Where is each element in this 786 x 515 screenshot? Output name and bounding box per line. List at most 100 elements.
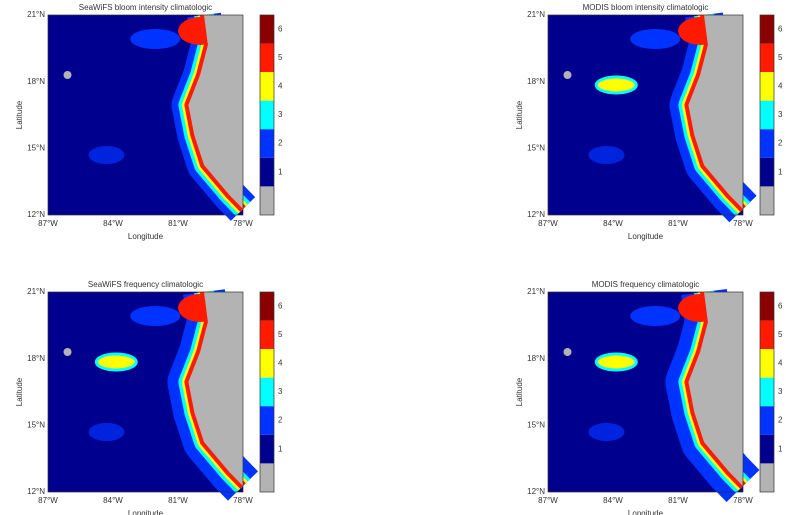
x-tick-label: 81°W [168,219,188,228]
land [688,292,743,492]
y-tick-label: 18°N [527,354,545,363]
colorbar-segment [260,463,274,492]
map-panel: MODIS bloom intensity climatologic Longit… [515,3,783,241]
colorbar-label: 5 [278,330,283,339]
colorbar-segment [260,320,274,350]
colorbar-segment [260,43,274,73]
y-tick-label: 18°N [27,77,45,86]
y-tick-label: 21°N [27,287,45,296]
colorbar-label: 1 [278,167,283,176]
colorbar-label: 3 [278,110,283,119]
y-tick-label: 21°N [527,287,545,296]
colorbar-label: 4 [778,82,783,91]
y-tick-label: 21°N [27,10,45,19]
y-axis-label: Latitude [515,100,524,129]
colorbar-segment [760,377,774,407]
land [188,15,243,215]
panel-title: SeaWiFS frequency climatologic [88,280,203,289]
y-axis-label: Latitude [15,100,24,129]
colorbar-segment [760,434,774,464]
colorbar-segment [260,157,274,187]
y-axis-label: Latitude [15,377,24,406]
colorbar-segment [760,129,774,158]
y-tick-label: 12°N [527,487,545,496]
panel-title: MODIS frequency climatologic [592,280,700,289]
y-tick-label: 12°N [27,487,45,496]
x-tick-label: 87°W [38,496,58,505]
y-tick-label: 12°N [27,210,45,219]
y-tick-label: 15°N [27,143,45,152]
colorbar-label: 4 [278,82,283,91]
bloom-patch [94,352,138,372]
x-tick-label: 84°W [603,219,623,228]
y-tick-label: 12°N [527,210,545,219]
colorbar-segment [760,349,774,378]
colorbar-label: 2 [778,139,783,148]
x-tick-label: 81°W [668,496,688,505]
x-tick-label: 84°W [103,496,123,505]
colorbar-segment [760,43,774,73]
map-frame [547,291,744,493]
x-tick-label: 78°W [733,496,753,505]
x-tick-label: 78°W [233,219,253,228]
x-tick-label: 84°W [603,496,623,505]
y-tick-label: 15°N [27,420,45,429]
colorbar-frame [759,291,775,493]
colorbar-label: 4 [278,359,283,368]
colorbar-segment [260,349,274,378]
x-axis-label: Longitude [628,232,664,241]
bloom-patch [88,146,125,164]
colorbar-segment [760,292,774,321]
land [688,15,743,215]
panel-title: SeaWiFS bloom intensity climatologic [79,3,212,12]
map-panel: SeaWiFS frequency climatologic Longitude L… [15,280,283,515]
colorbar-label: 6 [278,301,283,310]
colorbar-segment [760,100,774,130]
y-axis-label: Latitude [515,377,524,406]
map-frame [47,291,244,493]
colorbar-segment [260,377,274,407]
bloom-patch [130,29,181,49]
colorbar-label: 2 [278,139,283,148]
x-axis-label: Longitude [128,232,164,241]
x-tick-label: 78°W [733,219,753,228]
x-tick-label: 78°W [233,496,253,505]
colorbar-label: 5 [278,53,283,62]
x-tick-label: 87°W [538,219,558,228]
island [63,348,72,356]
x-tick-label: 87°W [538,496,558,505]
x-axis-label: Longitude [128,509,164,515]
x-tick-label: 81°W [168,496,188,505]
colorbar-label: 2 [278,416,283,425]
bloom-patch [594,352,638,372]
y-tick-label: 15°N [527,143,545,152]
bloom-patch [588,146,625,164]
bloom-patch [594,75,638,95]
island [63,71,72,79]
colorbar-label: 3 [778,110,783,119]
colorbar-segment [760,72,774,101]
bloom-patch [130,306,181,326]
colorbar-segment [760,186,774,215]
colorbar-segment [260,406,274,435]
y-tick-label: 18°N [27,354,45,363]
bloom-patch [630,306,681,326]
colorbar-label: 1 [278,444,283,453]
colorbar-segment [260,72,274,101]
colorbar-segment [760,320,774,350]
bloom-patch [588,423,625,441]
colorbar-segment [260,15,274,44]
colorbar-segment [760,406,774,435]
x-axis-label: Longitude [628,509,664,515]
island [563,71,572,79]
colorbar-label: 6 [778,301,783,310]
y-tick-label: 18°N [527,77,545,86]
colorbar-label: 1 [778,444,783,453]
colorbar-segment [260,186,274,215]
x-tick-label: 81°W [668,219,688,228]
colorbar-segment [260,129,274,158]
x-tick-label: 87°W [38,219,58,228]
colorbar-segment [760,15,774,44]
colorbar-segment [760,463,774,492]
